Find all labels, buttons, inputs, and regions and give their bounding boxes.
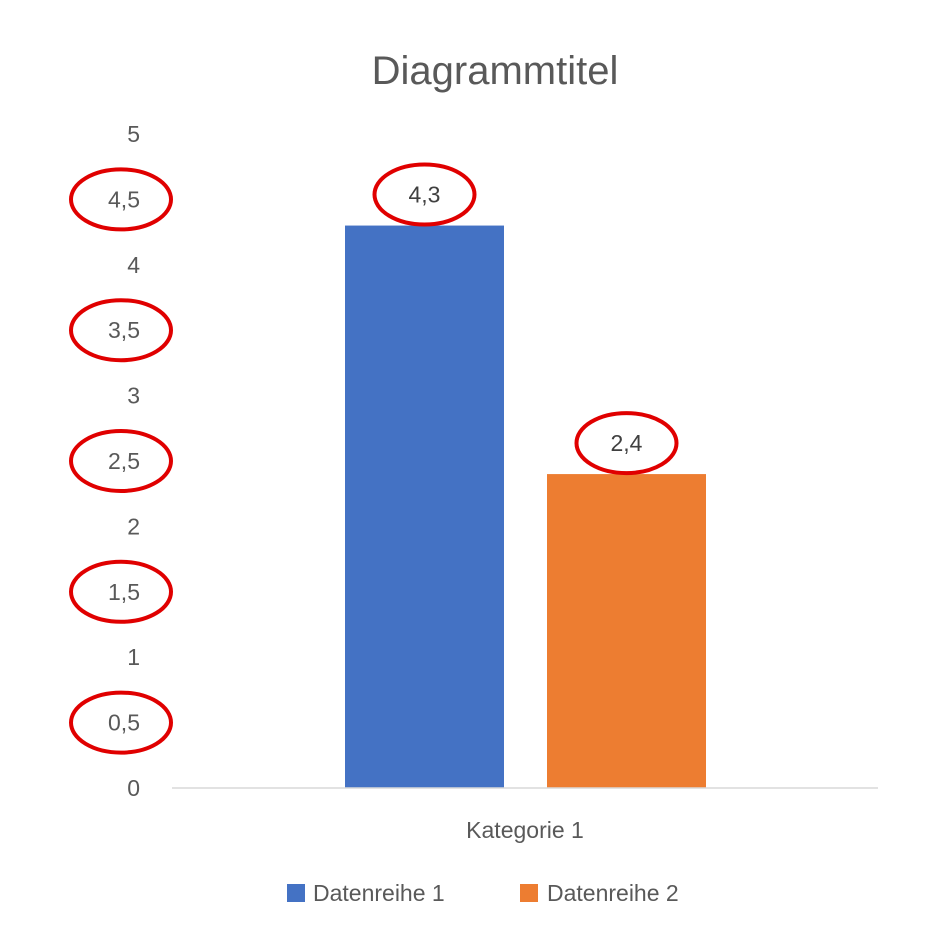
highlight-ellipse bbox=[69, 298, 173, 363]
legend-swatch-series-2 bbox=[520, 884, 538, 902]
legend-label-series-2: Datenreihe 2 bbox=[547, 880, 679, 906]
highlight-ellipse bbox=[69, 559, 173, 624]
highlight-ellipse bbox=[574, 411, 679, 476]
y-tick-label: 2,5 bbox=[108, 448, 140, 474]
highlight-ellipse bbox=[69, 690, 173, 755]
y-tick-label: 1 bbox=[127, 644, 140, 670]
chart-title: Diagrammtitel bbox=[372, 49, 619, 93]
y-tick-label: 5 bbox=[127, 121, 140, 147]
y-tick-label: 4,5 bbox=[108, 186, 140, 212]
y-tick-label: 1,5 bbox=[108, 579, 140, 605]
data-label-series-2: 2,4 bbox=[611, 430, 643, 456]
y-tick-label: 0,5 bbox=[108, 710, 140, 736]
y-tick-label: 2 bbox=[127, 513, 140, 539]
y-tick-label: 4 bbox=[127, 252, 140, 278]
highlight-ellipses bbox=[69, 162, 679, 755]
bars: 4,3 2,4 bbox=[345, 182, 706, 788]
category-label: Kategorie 1 bbox=[466, 817, 584, 843]
highlight-ellipse bbox=[69, 429, 173, 493]
y-axis: 0 0,5 1 1,5 2 2,5 3 3,5 4 4,5 5 bbox=[108, 121, 140, 801]
bar-series-2 bbox=[547, 474, 706, 788]
legend-label-series-1: Datenreihe 1 bbox=[313, 880, 445, 906]
y-tick-label: 0 bbox=[127, 775, 140, 801]
bar-series-1 bbox=[345, 225, 504, 788]
legend-swatch-series-1 bbox=[287, 884, 305, 902]
data-label-series-1: 4,3 bbox=[409, 182, 441, 208]
y-tick-label: 3,5 bbox=[108, 317, 140, 343]
y-tick-label: 3 bbox=[127, 383, 140, 409]
highlight-ellipse bbox=[69, 167, 173, 232]
highlight-ellipse bbox=[372, 162, 477, 227]
legend: Datenreihe 1 Datenreihe 2 bbox=[287, 880, 679, 906]
